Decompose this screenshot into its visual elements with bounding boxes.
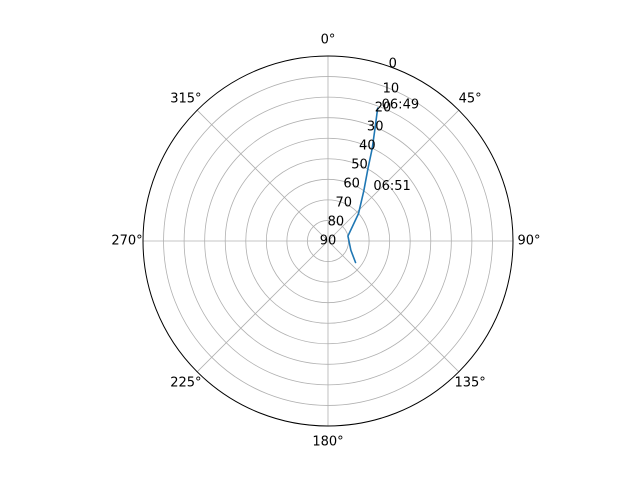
track-line-0 xyxy=(347,107,379,264)
angular-grid-line-135 xyxy=(327,240,460,373)
theta-tick-label-45: 45° xyxy=(459,91,482,106)
theta-tick-label-90: 90° xyxy=(517,234,540,249)
angular-grid-line-225 xyxy=(196,240,329,373)
label-layer: 0° 45° 90° 135° 180° 225° 270° 315° 0 10 20 30 40 50 6… xyxy=(111,33,540,450)
radial-tick-label-0: 0 xyxy=(389,57,397,72)
radial-tick-label-70: 70 xyxy=(335,196,352,211)
theta-tick-label-135: 135° xyxy=(454,376,485,391)
theta-tick-label-180: 180° xyxy=(312,435,343,450)
theta-tick-label-0: 0° xyxy=(321,33,336,48)
theta-tick-label-315: 315° xyxy=(170,91,201,106)
grid-layer xyxy=(143,56,513,426)
radial-tick-label-80: 80 xyxy=(328,215,345,230)
time-annotation-0: 06:49 xyxy=(382,97,419,112)
angular-grid-line-315 xyxy=(196,109,329,242)
frame-layer xyxy=(142,55,514,427)
radial-tick-label-20: 20 xyxy=(375,101,392,116)
theta-tick-label-270: 270° xyxy=(111,234,142,249)
theta-tick-label-225: 225° xyxy=(170,376,201,391)
radial-tick-label-60: 60 xyxy=(343,177,360,192)
radial-tick-label-90: 90 xyxy=(320,234,337,249)
radial-tick-label-30: 30 xyxy=(367,120,384,135)
angular-grid-line-45 xyxy=(327,109,460,242)
time-annotation-1: 06:51 xyxy=(373,179,410,194)
radial-tick-label-40: 40 xyxy=(359,139,376,154)
series-layer xyxy=(347,107,379,264)
radial-tick-label-10: 10 xyxy=(383,82,400,97)
polar-frame xyxy=(142,55,514,427)
radial-tick-label-50: 50 xyxy=(351,158,368,173)
